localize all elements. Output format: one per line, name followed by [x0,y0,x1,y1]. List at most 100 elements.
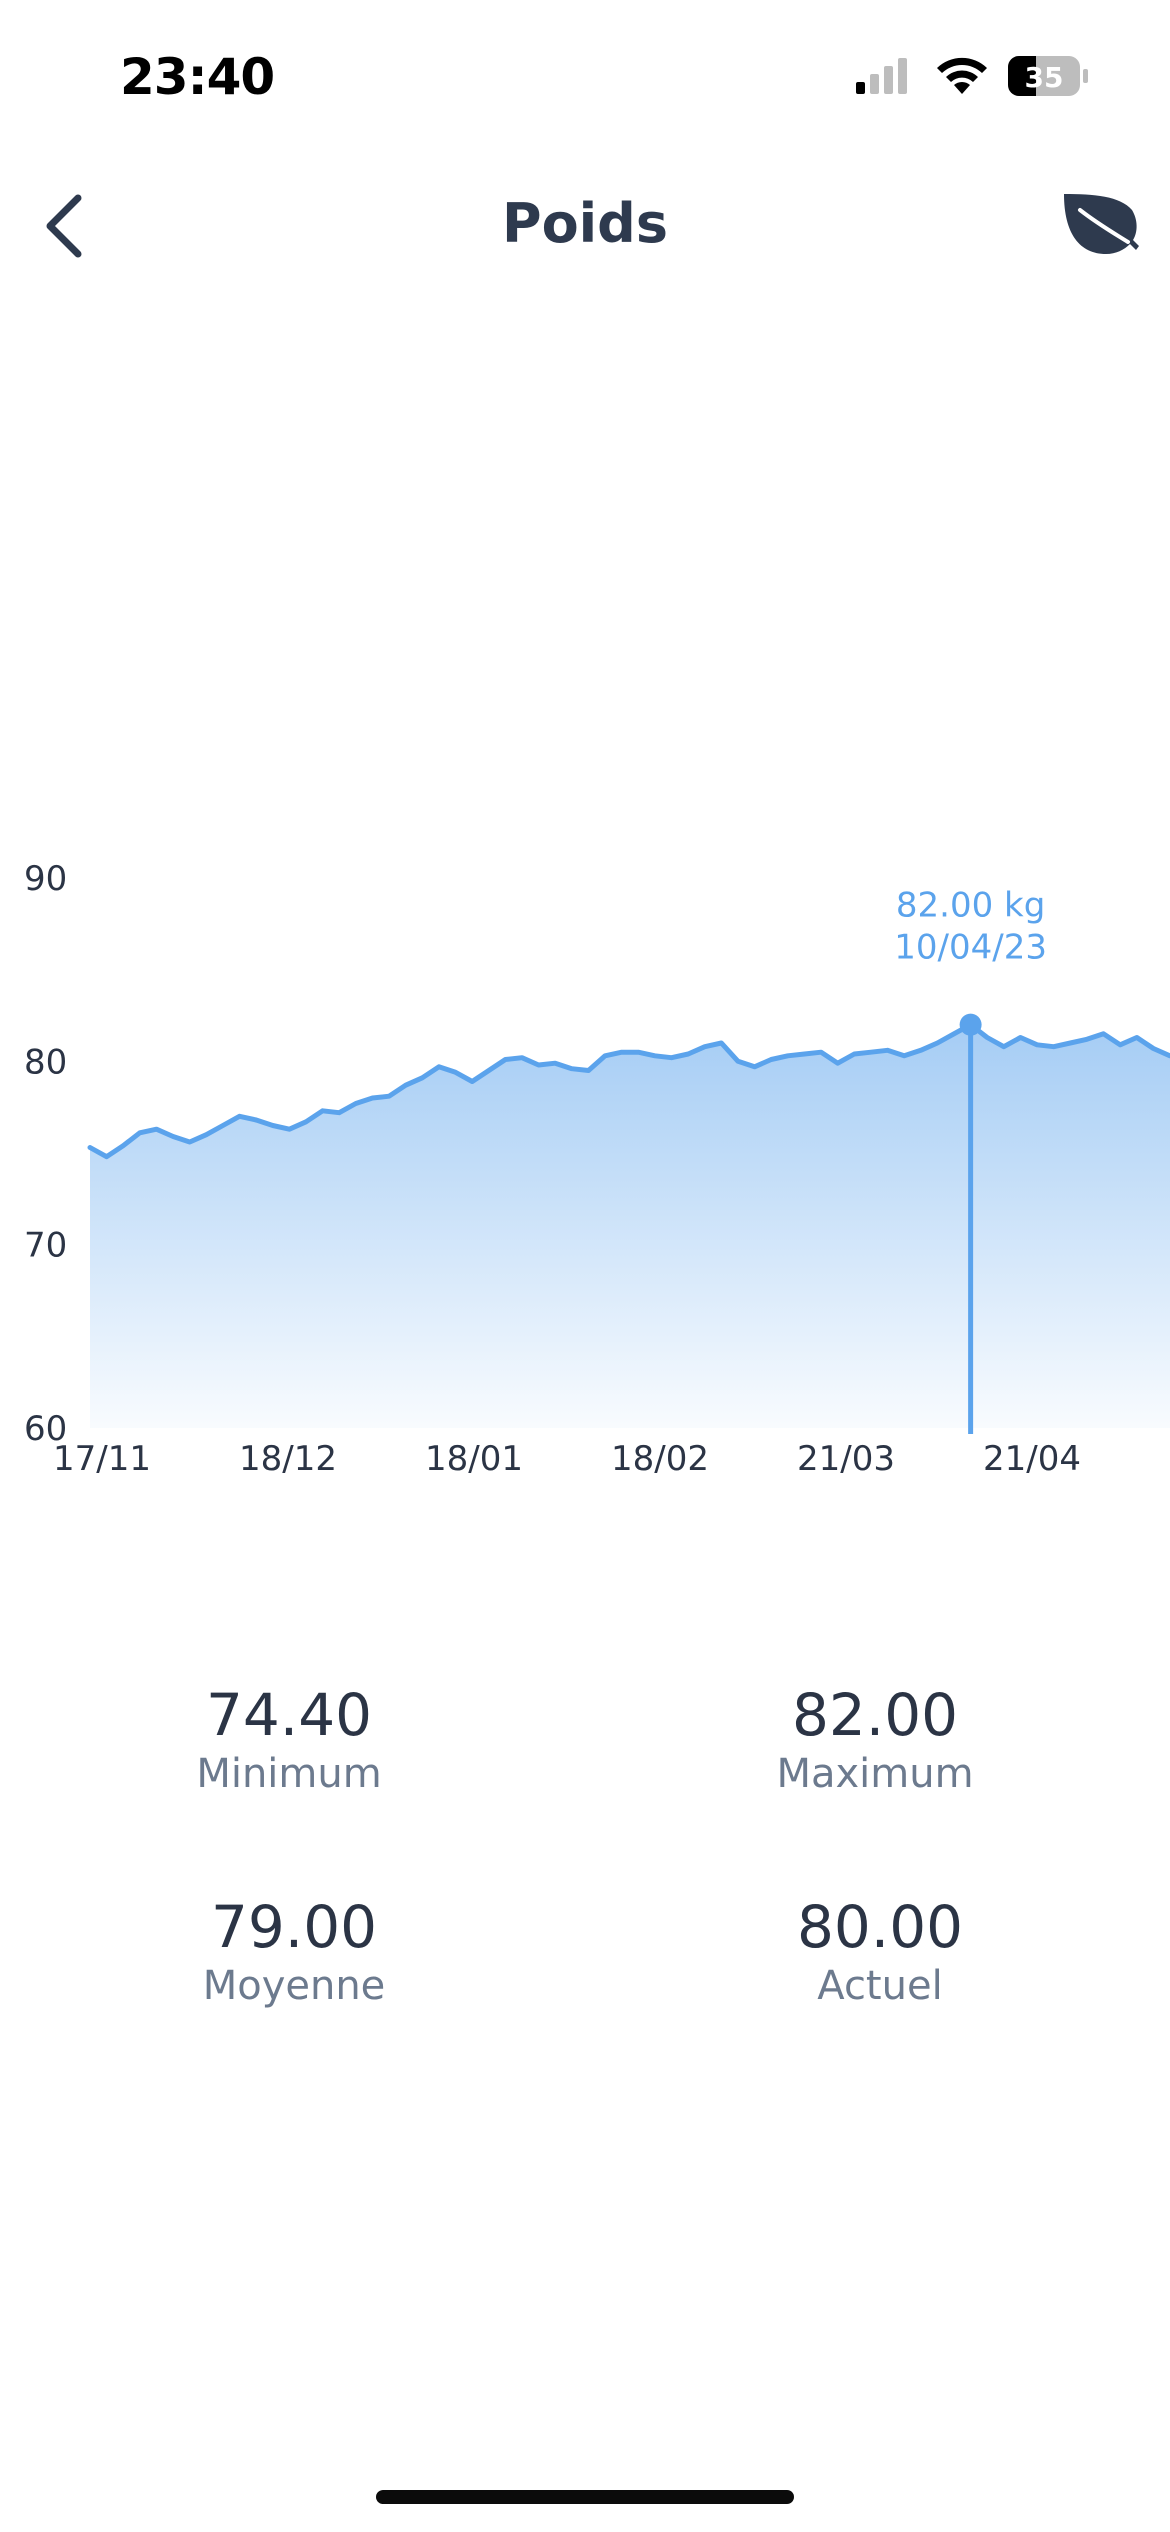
data-point [901,1053,907,1059]
data-point [436,1064,442,1070]
data-point [1101,1031,1107,1037]
data-point [885,1047,891,1053]
data-point [735,1058,741,1064]
stat-current: 80.00 Actuel [670,1898,1090,2006]
stat-average-value: 79.00 [210,1893,378,1961]
y-tick-label: 60 [24,1409,67,1449]
data-point [1051,1044,1057,1050]
x-tick-label: 18/12 [239,1439,337,1479]
stat-average: 79.00 Moyenne [84,1898,504,2006]
data-point [1084,1036,1090,1042]
data-point [934,1040,940,1046]
x-tick-label: 17/11 [53,1439,151,1479]
data-point [652,1053,658,1059]
highlight-dot[interactable] [959,1013,982,1036]
data-point [104,1154,110,1160]
stat-minimum-value: 74.40 [205,1681,373,1749]
chevron-left-icon [46,194,82,258]
stat-maximum: 82.00 Maximum [665,1686,1085,1794]
home-indicator[interactable] [376,2490,794,2504]
data-point [635,1049,641,1055]
data-point [403,1082,409,1088]
data-point [320,1108,326,1114]
y-tick-label: 70 [24,1226,67,1266]
wifi-icon [937,57,987,94]
data-point [486,1068,492,1074]
data-point [87,1145,93,1151]
data-point [187,1139,193,1145]
back-button[interactable] [36,188,96,264]
leaf-button[interactable] [1058,190,1140,266]
battery-icon: 35 [1008,56,1088,96]
data-point [685,1051,691,1057]
x-tick-label: 18/02 [611,1439,709,1479]
x-tick-label: 21/03 [797,1439,895,1479]
data-point [336,1110,342,1116]
data-point [918,1047,924,1053]
data-point [586,1068,592,1074]
data-point [253,1117,259,1123]
area-fill [90,1024,1170,1428]
data-point [502,1057,508,1063]
data-point [453,1069,459,1075]
data-point [203,1132,209,1138]
stat-average-label: Moyenne [202,1963,386,2009]
data-point [137,1130,143,1136]
data-point [1067,1040,1073,1046]
data-point [1034,1042,1040,1048]
data-point [951,1031,957,1037]
x-tick-label: 18/01 [425,1439,523,1479]
data-point [386,1093,392,1099]
data-point [170,1134,176,1140]
y-tick-label: 80 [24,1042,67,1082]
data-point [752,1064,758,1070]
data-point [619,1049,625,1055]
data-point [718,1040,724,1046]
data-point [303,1119,309,1125]
data-point [835,1060,841,1066]
data-point [220,1123,226,1129]
data-point [669,1055,675,1061]
data-point [785,1053,791,1059]
data-point [1134,1035,1140,1041]
x-axis: 17/11 18/12 18/01 18/02 21/03 21/04 [53,1439,1081,1479]
data-point [1150,1046,1156,1052]
page-title: Poids [502,192,668,255]
data-point [1018,1035,1024,1041]
stat-minimum-label: Minimum [196,1751,382,1797]
data-point [286,1126,292,1132]
data-point [419,1075,425,1081]
series-line [87,1022,1170,1160]
x-tick-label: 21/04 [983,1439,1081,1479]
data-point [868,1049,874,1055]
cellular-signal-icon [856,58,907,94]
stat-current-value: 80.00 [796,1893,964,1961]
data-point [519,1055,525,1061]
data-point [353,1101,359,1107]
data-point [1001,1044,1007,1050]
stat-minimum: 74.40 Minimum [79,1686,499,1794]
data-point [120,1143,126,1149]
status-time: 23:40 [120,48,275,106]
data-point [702,1044,708,1050]
stat-maximum-label: Maximum [776,1751,974,1797]
battery-level: 35 [1025,61,1064,94]
data-point [984,1035,990,1041]
data-point [1117,1042,1123,1048]
data-point [802,1051,808,1057]
leaf-icon [1064,194,1139,254]
data-point [552,1060,558,1066]
y-tick-label: 90 [24,859,67,899]
tooltip-date: 10/04/23 [894,928,1047,968]
data-point [154,1126,160,1132]
data-point [536,1062,542,1068]
y-axis: 60 70 80 90 [24,859,67,1449]
tooltip-value: 82.00 kg [896,886,1045,926]
data-point [370,1095,376,1101]
data-point [818,1049,824,1055]
stat-current-label: Actuel [817,1963,943,2009]
data-point [768,1057,774,1063]
stat-maximum-value: 82.00 [791,1681,959,1749]
data-point [851,1051,857,1057]
